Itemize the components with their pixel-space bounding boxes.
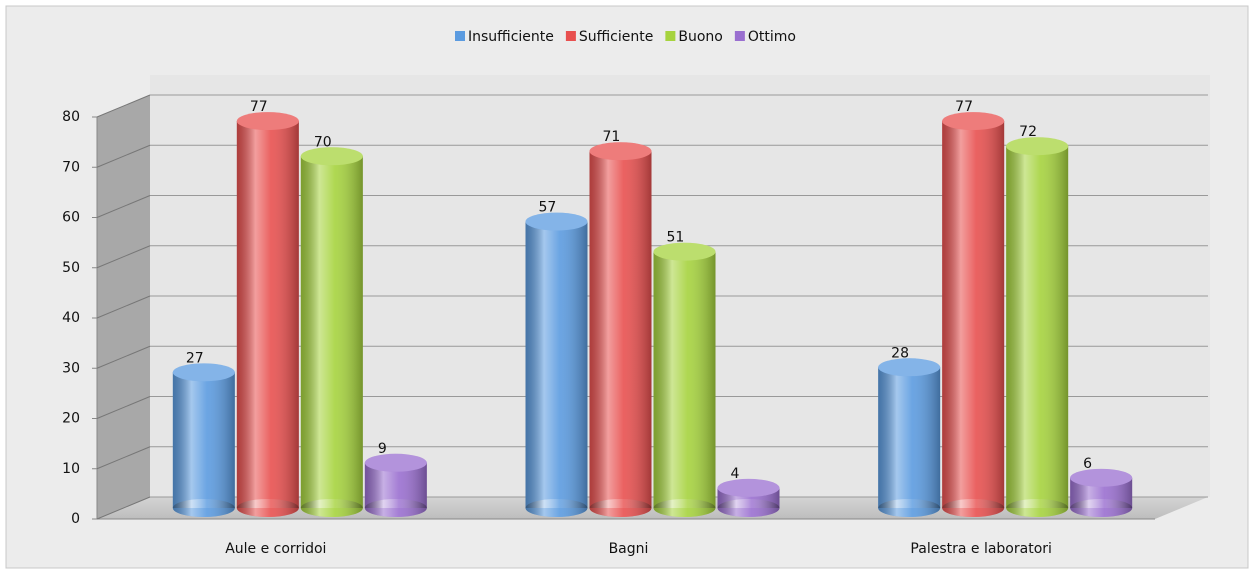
legend-label: Buono bbox=[678, 29, 722, 45]
bar-top-shade bbox=[589, 142, 652, 161]
data-label: 28 bbox=[891, 345, 909, 361]
bar-top-shade bbox=[942, 112, 1005, 131]
bar bbox=[589, 142, 652, 517]
grid-line bbox=[96, 446, 151, 470]
y-tick-label: 70 bbox=[62, 159, 80, 175]
bar-top-shade bbox=[1070, 468, 1133, 487]
bar bbox=[300, 147, 363, 517]
bar-body-shade bbox=[878, 367, 941, 508]
y-tick-label: 50 bbox=[62, 260, 80, 276]
legend-swatch bbox=[665, 31, 676, 41]
x-tick-label: Palestra e laboratori bbox=[910, 541, 1051, 557]
bar-top-shade bbox=[300, 147, 363, 166]
y-tick-label: 0 bbox=[71, 511, 80, 527]
data-label: 71 bbox=[603, 129, 621, 145]
bar-top-shade bbox=[172, 363, 235, 382]
bar-top bbox=[525, 212, 588, 231]
bar bbox=[1070, 468, 1133, 517]
grid-line bbox=[96, 144, 151, 168]
bar bbox=[717, 478, 780, 517]
y-tick-label: 80 bbox=[62, 109, 80, 125]
bar bbox=[525, 212, 588, 517]
data-label: 77 bbox=[955, 99, 973, 115]
grid-line bbox=[96, 345, 151, 369]
bar-top-shade bbox=[878, 358, 941, 377]
data-label: 70 bbox=[314, 134, 332, 150]
y-tick-label: 60 bbox=[62, 210, 80, 226]
bar-top bbox=[589, 142, 652, 161]
data-label: 27 bbox=[186, 350, 204, 366]
data-label: 72 bbox=[1019, 124, 1037, 140]
bar-body-shade bbox=[172, 372, 235, 508]
bar-body-shade bbox=[1006, 146, 1069, 508]
y-tick-label: 10 bbox=[62, 461, 80, 477]
bar-top-shade bbox=[525, 212, 588, 231]
bar-top bbox=[878, 358, 941, 377]
grid-line bbox=[96, 295, 151, 319]
grid-line bbox=[96, 245, 151, 269]
x-tick-label: Aule e corridoi bbox=[225, 541, 326, 557]
data-label: 9 bbox=[378, 441, 387, 457]
data-label: 4 bbox=[731, 466, 740, 482]
bar bbox=[878, 358, 941, 517]
legend-swatch bbox=[455, 31, 465, 41]
bar bbox=[653, 242, 716, 517]
bar-top bbox=[942, 112, 1005, 131]
legend: Insufficiente Sufficiente Buono Ottimo bbox=[455, 29, 796, 45]
grid-line bbox=[96, 195, 151, 218]
bar-body-shade bbox=[525, 221, 588, 508]
bar-top-shade bbox=[1006, 137, 1069, 156]
bar-body-shade bbox=[236, 121, 299, 508]
y-tick-label: 30 bbox=[62, 360, 80, 376]
bar-top bbox=[364, 453, 427, 472]
data-label: 57 bbox=[539, 200, 557, 216]
data-label: 51 bbox=[667, 230, 685, 246]
bar-body-shade bbox=[942, 121, 1005, 508]
bar-top-shade bbox=[717, 478, 780, 497]
bar-top-shade bbox=[653, 242, 716, 261]
bar-top-shade bbox=[236, 112, 299, 131]
legend-label: Sufficiente bbox=[579, 29, 653, 45]
bar-top-shade bbox=[364, 453, 427, 472]
bar-top bbox=[653, 242, 716, 261]
grid-line bbox=[96, 496, 151, 520]
data-label: 77 bbox=[250, 99, 268, 115]
grid-line bbox=[96, 94, 151, 118]
legend-swatch bbox=[734, 31, 745, 41]
bar-body-shade bbox=[653, 251, 716, 508]
legend-label: Insufficiente bbox=[468, 29, 554, 45]
bar-top bbox=[300, 147, 363, 166]
bar bbox=[236, 112, 299, 517]
bar bbox=[1006, 137, 1069, 517]
bar-body-shade bbox=[300, 156, 363, 508]
bar-top bbox=[1070, 468, 1133, 487]
legend-swatch bbox=[565, 31, 576, 41]
data-label: 6 bbox=[1083, 456, 1092, 472]
bar bbox=[172, 363, 235, 517]
legend-label: Ottimo bbox=[748, 29, 796, 45]
y-tick-label: 20 bbox=[62, 411, 80, 427]
bar bbox=[364, 453, 427, 517]
y-tick-label: 40 bbox=[62, 310, 80, 326]
bar-top bbox=[1006, 137, 1069, 156]
grid-line bbox=[96, 396, 151, 419]
bar-body-shade bbox=[589, 151, 652, 508]
bar-top bbox=[172, 363, 235, 382]
x-tick-label: Bagni bbox=[609, 541, 649, 557]
bar-top bbox=[236, 112, 299, 131]
bar bbox=[942, 112, 1005, 517]
bar-top bbox=[717, 478, 780, 497]
